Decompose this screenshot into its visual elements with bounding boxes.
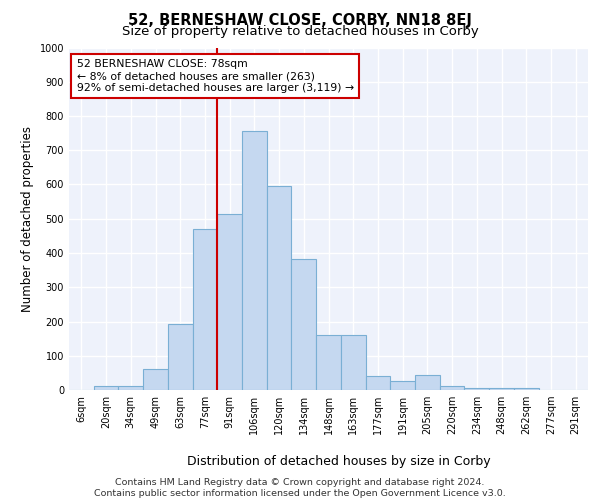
Bar xyxy=(514,388,539,390)
Bar xyxy=(242,130,267,390)
Bar xyxy=(168,324,193,390)
Bar xyxy=(341,335,365,390)
Text: 52, BERNESHAW CLOSE, CORBY, NN18 8EJ: 52, BERNESHAW CLOSE, CORBY, NN18 8EJ xyxy=(128,12,472,28)
Text: Distribution of detached houses by size in Corby: Distribution of detached houses by size … xyxy=(187,454,491,468)
Bar xyxy=(464,388,489,390)
Bar xyxy=(118,386,143,390)
Text: Contains HM Land Registry data © Crown copyright and database right 2024.
Contai: Contains HM Land Registry data © Crown c… xyxy=(94,478,506,498)
Bar xyxy=(193,229,217,390)
Y-axis label: Number of detached properties: Number of detached properties xyxy=(21,126,34,312)
Bar xyxy=(415,374,440,390)
Bar xyxy=(217,214,242,390)
Bar xyxy=(94,386,118,390)
Bar xyxy=(267,186,292,390)
Bar xyxy=(440,386,464,390)
Bar xyxy=(316,335,341,390)
Bar xyxy=(365,376,390,390)
Text: 52 BERNESHAW CLOSE: 78sqm
← 8% of detached houses are smaller (263)
92% of semi-: 52 BERNESHAW CLOSE: 78sqm ← 8% of detach… xyxy=(77,60,354,92)
Bar xyxy=(292,259,316,390)
Bar xyxy=(390,382,415,390)
Bar xyxy=(143,369,168,390)
Text: Size of property relative to detached houses in Corby: Size of property relative to detached ho… xyxy=(122,25,478,38)
Bar xyxy=(489,388,514,390)
